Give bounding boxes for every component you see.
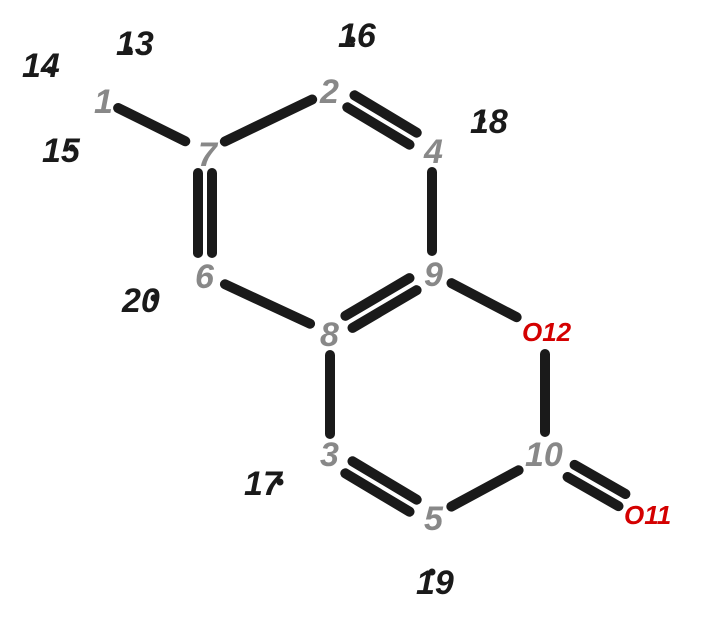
carbon-label: 6 — [195, 258, 215, 296]
carbon-label: 9 — [424, 256, 443, 294]
carbon-label: 10 — [525, 436, 563, 474]
carbon-label: 4 — [423, 133, 443, 171]
hydrogen-label: 15 — [42, 132, 81, 170]
hydrogen-label: 18 — [470, 103, 508, 141]
molecule-diagram: 1 2 3 4 5 6 7 8 9 10 O11 O12 13 14 15 16 17 18 19 20 — [0, 0, 707, 634]
carbon-label: 5 — [424, 500, 444, 538]
hydrogen-label: 16 — [338, 17, 377, 55]
carbon-label: 3 — [320, 436, 339, 474]
hydrogen-label: 17 — [244, 465, 284, 503]
carbon-label: 7 — [198, 136, 219, 174]
oxygen-label: O12 — [522, 317, 572, 347]
hydrogen-label: 19 — [416, 564, 454, 602]
hydrogen-label: 13 — [116, 25, 154, 63]
hydrogen-label: 14 — [22, 47, 60, 85]
carbon-label: 1 — [94, 83, 113, 121]
carbon-label: 2 — [319, 73, 339, 111]
oxygen-label: O11 — [624, 500, 671, 530]
hydrogen-label: 20 — [121, 282, 160, 320]
carbon-label: 8 — [320, 316, 339, 354]
